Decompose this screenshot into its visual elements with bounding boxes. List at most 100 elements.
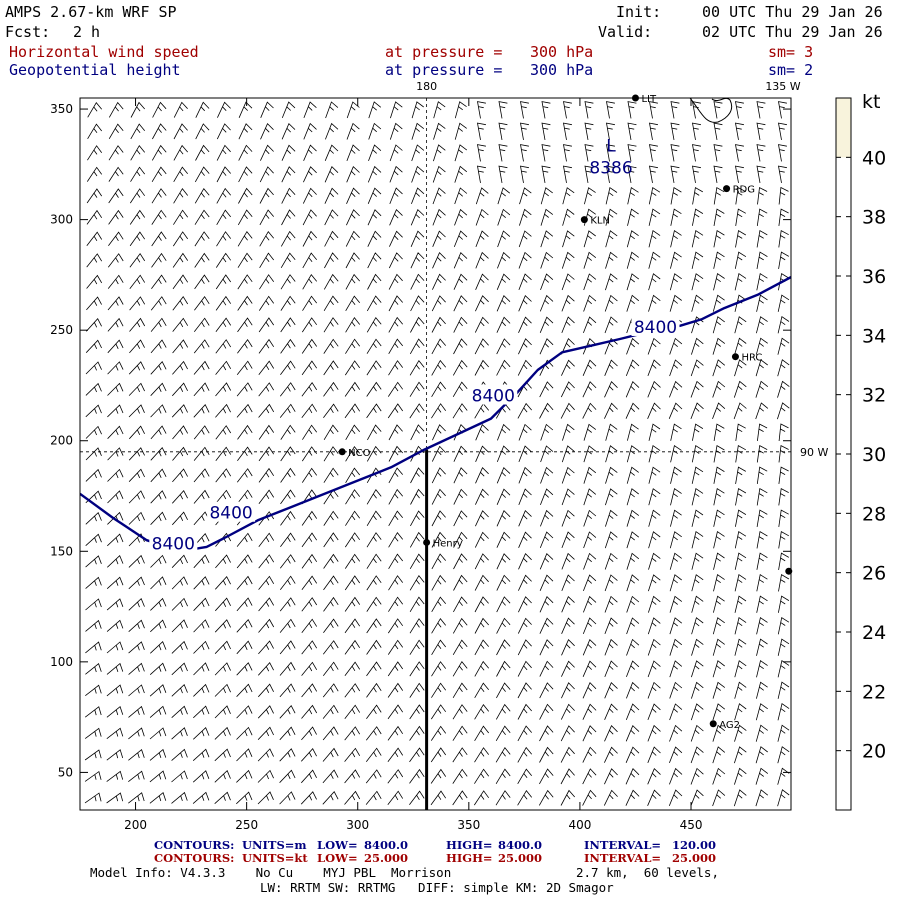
wind-barb — [279, 554, 296, 569]
wind-barb — [409, 725, 425, 741]
wind-barb — [452, 704, 468, 720]
wind-barb — [280, 467, 296, 483]
wind-barb — [258, 317, 275, 333]
wind-barb — [368, 101, 382, 119]
wind-barb — [128, 554, 145, 568]
wind-barb — [322, 704, 339, 719]
wind-barb — [430, 790, 447, 806]
wind-barb — [648, 294, 661, 312]
wind-barb — [107, 425, 124, 439]
wind-barb — [713, 122, 723, 140]
wind-barb — [129, 425, 145, 440]
wind-barb — [107, 339, 124, 354]
wind-barb — [258, 575, 275, 590]
wind-barb — [649, 101, 658, 119]
wind-barb — [280, 274, 296, 290]
wind-barb — [734, 251, 747, 269]
wind-barb — [107, 253, 124, 268]
wind-barb — [669, 294, 682, 312]
wind-barb — [562, 423, 575, 441]
wind-barb — [562, 230, 575, 248]
station-dot — [338, 448, 346, 456]
wind-barb — [344, 381, 361, 397]
wind-barb — [756, 574, 768, 592]
wind-barb — [561, 273, 575, 291]
wind-barb — [149, 662, 167, 675]
wind-barb — [279, 683, 296, 698]
wind-barb — [409, 381, 425, 397]
wind-barb — [173, 101, 188, 118]
wind-barb — [561, 445, 575, 463]
wind-barb — [279, 618, 296, 633]
wind-barb — [520, 144, 529, 162]
wind-barb — [474, 703, 490, 720]
wind-barb — [279, 661, 296, 676]
wind-barb — [258, 424, 275, 440]
wind-barb — [626, 660, 640, 678]
wind-barb — [280, 489, 296, 505]
wind-barb — [778, 122, 787, 140]
wind-barb — [777, 316, 790, 334]
colorbar-tick-label: 22 — [862, 681, 886, 703]
wind-barb — [301, 553, 318, 569]
wind-barb — [691, 337, 704, 355]
wind-barb — [301, 338, 318, 354]
wind-barb — [85, 598, 102, 611]
wind-barb — [388, 360, 404, 376]
wind-barb — [757, 423, 768, 441]
wind-barb — [517, 703, 533, 720]
wind-barb — [388, 273, 403, 290]
wind-barb — [734, 359, 747, 377]
wind-barb — [519, 187, 532, 205]
wind-barb — [474, 596, 489, 613]
wind-barb — [540, 273, 554, 291]
wind-barb — [561, 316, 575, 334]
wind-barb — [756, 294, 768, 312]
wind-barb — [669, 531, 682, 549]
wind-barb — [172, 252, 189, 268]
wind-barb — [128, 490, 145, 504]
wind-barb — [560, 789, 576, 806]
wind-barb — [389, 122, 403, 140]
wind-barb — [301, 597, 318, 612]
wind-barb — [344, 618, 361, 634]
wind-barb — [733, 380, 747, 398]
wind-barb — [496, 295, 511, 312]
wind-barb — [778, 573, 790, 592]
wind-barb — [366, 661, 382, 677]
wind-barb — [409, 403, 425, 419]
wind-barb — [477, 101, 486, 119]
y-tick-label: 250 — [50, 323, 73, 337]
wind-barb — [431, 553, 447, 570]
wind-barb — [194, 166, 210, 183]
wind-barb — [712, 703, 726, 721]
wind-barb — [496, 639, 511, 656]
wind-barb — [539, 316, 554, 333]
wind-barb — [735, 101, 744, 119]
wind-barb — [583, 466, 597, 484]
wind-barb — [410, 273, 425, 290]
wind-barb — [149, 727, 167, 740]
wind-barb — [756, 552, 768, 570]
wind-barb — [214, 770, 231, 783]
wind-barb — [625, 703, 640, 721]
wind-barb — [648, 445, 661, 463]
wind-barb — [605, 251, 618, 269]
wind-barb — [106, 770, 124, 782]
wind-barb — [236, 726, 253, 740]
wind-barb — [691, 488, 704, 506]
field-smooth-height: sm= 2 — [768, 61, 814, 79]
station-label: NCO — [348, 448, 370, 459]
wind-barb — [238, 166, 253, 183]
wind-barb — [388, 553, 404, 570]
wind-barb — [735, 466, 747, 484]
wind-barb — [150, 339, 167, 354]
wind-barb — [238, 101, 253, 118]
wind-barb — [713, 101, 723, 119]
wind-barb — [410, 295, 425, 312]
wind-barb — [171, 662, 188, 676]
wind-barb — [777, 789, 790, 807]
wind-barb — [453, 488, 468, 505]
wind-barb — [108, 231, 124, 247]
wind-barb — [411, 122, 425, 140]
